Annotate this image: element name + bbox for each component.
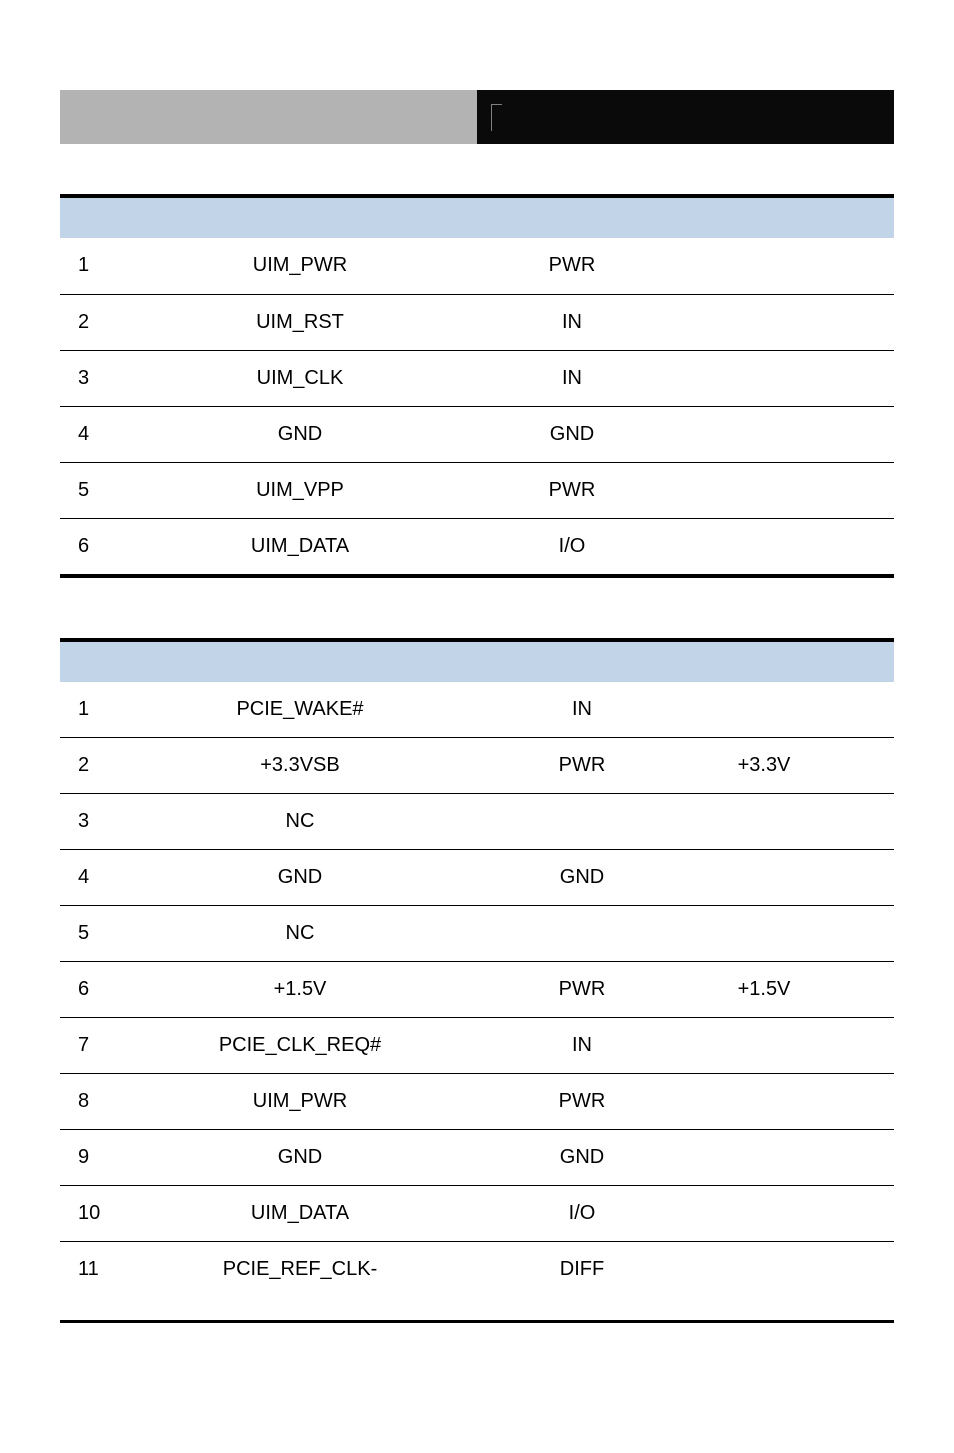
type-cell bbox=[451, 906, 713, 962]
table2-section: 1 PCIE_WAKE# IN 2 +3.3VSB PWR +3.3V 3 NC bbox=[60, 638, 894, 1323]
pin-cell: 11 bbox=[60, 1242, 149, 1298]
pin-cell: 3 bbox=[60, 794, 149, 850]
vr-cell bbox=[713, 682, 894, 738]
type-cell: PWR bbox=[451, 238, 693, 294]
table-row: 5 UIM_VPP PWR bbox=[60, 462, 894, 518]
name-cell: GND bbox=[149, 1130, 451, 1186]
name-cell: PCIE_REF_CLK- bbox=[149, 1242, 451, 1298]
table-row: 7 PCIE_CLK_REQ# IN bbox=[60, 1018, 894, 1074]
table-row: 3 NC bbox=[60, 794, 894, 850]
table1-header-row bbox=[60, 196, 894, 238]
name-cell: NC bbox=[149, 794, 451, 850]
type-cell: GND bbox=[451, 406, 693, 462]
pin-cell: 1 bbox=[60, 238, 149, 294]
pinout-table-1: 1 UIM_PWR PWR 2 UIM_RST IN 3 UIM_CLK IN bbox=[60, 194, 894, 575]
name-cell: UIM_CLK bbox=[149, 350, 451, 406]
table2-header-row bbox=[60, 640, 894, 682]
table-row: 8 UIM_PWR PWR bbox=[60, 1074, 894, 1130]
pinout-table-2: 1 PCIE_WAKE# IN 2 +3.3VSB PWR +3.3V 3 NC bbox=[60, 638, 894, 1298]
vr-cell bbox=[693, 406, 894, 462]
name-cell: UIM_DATA bbox=[149, 518, 451, 574]
type-cell: GND bbox=[451, 1130, 713, 1186]
table-row: 5 NC bbox=[60, 906, 894, 962]
vr-cell bbox=[713, 850, 894, 906]
type-cell: PWR bbox=[451, 962, 713, 1018]
pin-cell: 4 bbox=[60, 406, 149, 462]
name-cell: PCIE_CLK_REQ# bbox=[149, 1018, 451, 1074]
pin-cell: 4 bbox=[60, 850, 149, 906]
name-cell: UIM_DATA bbox=[149, 1186, 451, 1242]
vr-cell bbox=[713, 794, 894, 850]
type-cell: IN bbox=[451, 350, 693, 406]
type-cell: PWR bbox=[451, 1074, 713, 1130]
name-cell: GND bbox=[149, 850, 451, 906]
pin-cell: 10 bbox=[60, 1186, 149, 1242]
name-cell: NC bbox=[149, 906, 451, 962]
type-cell: IN bbox=[451, 294, 693, 350]
header-left-block bbox=[60, 90, 477, 144]
vr-cell bbox=[713, 906, 894, 962]
type-cell: I/O bbox=[451, 518, 693, 574]
table-row: 4 GND GND bbox=[60, 850, 894, 906]
table-row: 6 UIM_DATA I/O bbox=[60, 518, 894, 574]
type-cell: IN bbox=[451, 682, 713, 738]
vr-cell bbox=[693, 518, 894, 574]
name-cell: PCIE_WAKE# bbox=[149, 682, 451, 738]
vr-cell bbox=[713, 1018, 894, 1074]
page-header-bar bbox=[60, 90, 894, 144]
pin-cell: 1 bbox=[60, 682, 149, 738]
name-cell: +1.5V bbox=[149, 962, 451, 1018]
vr-cell: +3.3V bbox=[713, 738, 894, 794]
table-row: 3 UIM_CLK IN bbox=[60, 350, 894, 406]
type-cell: PWR bbox=[451, 462, 693, 518]
type-cell bbox=[451, 794, 713, 850]
pin-cell: 6 bbox=[60, 518, 149, 574]
vr-cell bbox=[693, 350, 894, 406]
vr-cell bbox=[713, 1242, 894, 1298]
name-cell: UIM_RST bbox=[149, 294, 451, 350]
table-row: 6 +1.5V PWR +1.5V bbox=[60, 962, 894, 1018]
pin-cell: 2 bbox=[60, 738, 149, 794]
table-row: 10 UIM_DATA I/O bbox=[60, 1186, 894, 1242]
name-cell: GND bbox=[149, 406, 451, 462]
table-row: 11 PCIE_REF_CLK- DIFF bbox=[60, 1242, 894, 1298]
header-right-block bbox=[477, 90, 894, 144]
pin-cell: 2 bbox=[60, 294, 149, 350]
table1-section: 1 UIM_PWR PWR 2 UIM_RST IN 3 UIM_CLK IN bbox=[60, 194, 894, 578]
vr-cell bbox=[693, 294, 894, 350]
name-cell: UIM_PWR bbox=[149, 1074, 451, 1130]
table-row: 4 GND GND bbox=[60, 406, 894, 462]
type-cell: GND bbox=[451, 850, 713, 906]
type-cell: DIFF bbox=[451, 1242, 713, 1298]
table-row: 1 UIM_PWR PWR bbox=[60, 238, 894, 294]
pin-cell: 5 bbox=[60, 462, 149, 518]
type-cell: PWR bbox=[451, 738, 713, 794]
name-cell: UIM_VPP bbox=[149, 462, 451, 518]
table-row: 1 PCIE_WAKE# IN bbox=[60, 682, 894, 738]
type-cell: I/O bbox=[451, 1186, 713, 1242]
name-cell: UIM_PWR bbox=[149, 238, 451, 294]
vr-cell bbox=[693, 238, 894, 294]
document-page: 1 UIM_PWR PWR 2 UIM_RST IN 3 UIM_CLK IN bbox=[0, 0, 954, 1453]
type-cell: IN bbox=[451, 1018, 713, 1074]
vr-cell bbox=[713, 1186, 894, 1242]
pin-cell: 8 bbox=[60, 1074, 149, 1130]
vr-cell bbox=[713, 1074, 894, 1130]
vr-cell bbox=[713, 1130, 894, 1186]
table-row: 9 GND GND bbox=[60, 1130, 894, 1186]
pin-cell: 6 bbox=[60, 962, 149, 1018]
pin-cell: 7 bbox=[60, 1018, 149, 1074]
pin-cell: 9 bbox=[60, 1130, 149, 1186]
vr-cell: +1.5V bbox=[713, 962, 894, 1018]
table-row: 2 UIM_RST IN bbox=[60, 294, 894, 350]
pin-cell: 3 bbox=[60, 350, 149, 406]
pin-cell: 5 bbox=[60, 906, 149, 962]
name-cell: +3.3VSB bbox=[149, 738, 451, 794]
table-row: 2 +3.3VSB PWR +3.3V bbox=[60, 738, 894, 794]
vr-cell bbox=[693, 462, 894, 518]
